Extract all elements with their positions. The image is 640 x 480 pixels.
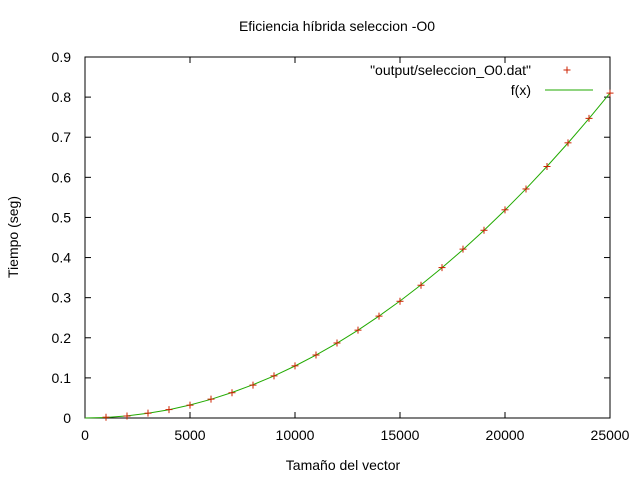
y-tick-label: 0.5	[52, 209, 72, 225]
y-tick-label: 0.2	[52, 330, 72, 346]
chart-title: Eficiencia híbrida seleccion -O0	[239, 18, 435, 34]
y-tick-label: 0.1	[52, 370, 72, 386]
data-point	[606, 89, 614, 97]
series-layer	[84, 89, 614, 421]
x-tick-label: 25000	[591, 427, 630, 443]
data-point	[438, 264, 446, 272]
data-point	[186, 401, 194, 409]
data-point	[249, 381, 257, 389]
x-axis-label: Tamaño del vector	[286, 457, 401, 473]
x-tick-label: 0	[81, 427, 89, 443]
data-point	[564, 139, 572, 147]
y-tick-label: 0.6	[52, 169, 72, 185]
legend-entry-label: f(x)	[511, 82, 531, 98]
data-point	[396, 297, 404, 305]
x-tick-label: 15000	[381, 427, 420, 443]
y-tick-label: 0.7	[52, 129, 72, 145]
legend-marker-plus	[563, 66, 571, 74]
data-point	[417, 281, 425, 289]
legend: "output/seleccion_O0.dat" f(x)	[370, 62, 593, 98]
fit-line	[84, 92, 611, 419]
data-point	[354, 326, 362, 334]
data-point	[270, 372, 278, 380]
data-point	[333, 339, 341, 347]
y-tick-label: 0.8	[52, 89, 72, 105]
data-point	[207, 395, 215, 403]
data-point	[165, 406, 173, 414]
x-tick-label: 10000	[276, 427, 315, 443]
data-point	[543, 163, 551, 171]
y-tick-label: 0.9	[52, 49, 72, 65]
data-point	[123, 412, 131, 420]
data-point	[144, 409, 152, 417]
data-point	[585, 114, 593, 122]
x-tick-label: 5000	[174, 427, 205, 443]
data-point	[501, 206, 509, 214]
data-point	[228, 389, 236, 397]
y-tick-label: 0	[63, 410, 71, 426]
data-point	[459, 245, 467, 253]
data-point	[312, 351, 320, 359]
legend-entry-label: "output/seleccion_O0.dat"	[370, 62, 531, 78]
axis-ticks: 0 5000 10000 15000 20000 25000 0 0.1 0.2 0.3 0.4 0.…	[52, 49, 630, 443]
data-point	[102, 413, 110, 421]
data-point	[522, 185, 530, 193]
data-point	[375, 312, 383, 320]
data-point	[291, 362, 299, 370]
plot-frame	[84, 56, 611, 419]
y-axis-label: Tiempo (seg)	[5, 196, 21, 278]
y-tick-label: 0.3	[52, 290, 72, 306]
data-point	[480, 226, 488, 234]
y-tick-label: 0.4	[52, 250, 72, 266]
x-tick-label: 20000	[486, 427, 525, 443]
